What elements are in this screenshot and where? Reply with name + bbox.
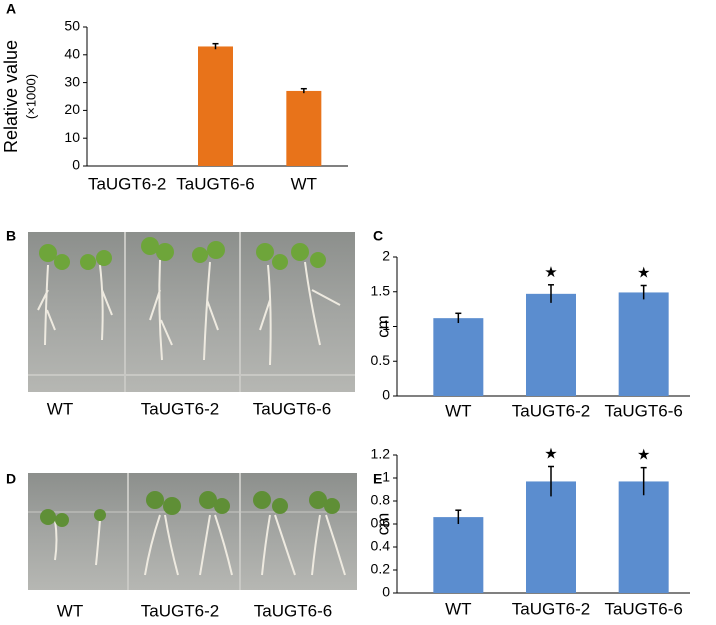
y-axis-label: cm [373, 513, 392, 536]
y-tick-label: 0.2 [371, 561, 391, 577]
y-tick-label: 1 [382, 469, 390, 485]
x-tick-label: WT [445, 599, 471, 618]
significance-marker: ★ [544, 445, 557, 462]
x-tick-label: TaUGT6-2 [512, 599, 590, 618]
x-tick-label: WT [291, 174, 317, 193]
y-tick-label: 50 [64, 18, 80, 34]
photo-caption: TaUGT6-6 [254, 601, 332, 620]
bar [198, 46, 233, 166]
y-tick-label: 0 [382, 584, 390, 600]
y-tick-label: 1.5 [371, 282, 391, 298]
photo-caption: WT [47, 399, 73, 418]
y-axis-sublabel: (×1000) [23, 74, 38, 119]
panel-label: E [373, 471, 382, 487]
photo-caption: TaUGT6-2 [141, 399, 219, 418]
photo [28, 473, 357, 590]
x-tick-label: TaUGT6-6 [604, 599, 682, 618]
y-tick-label: 40 [64, 46, 80, 62]
y-tick-label: 30 [64, 73, 80, 89]
bar [286, 90, 322, 166]
significance-marker: ★ [637, 264, 650, 281]
panel-label: A [6, 1, 16, 17]
bar [433, 517, 484, 593]
photo [28, 232, 355, 392]
y-tick-label: 1.2 [371, 446, 391, 462]
y-tick-label: 0.5 [371, 352, 391, 368]
panel-label: C [373, 228, 383, 244]
bar [526, 293, 576, 396]
bar [526, 481, 576, 593]
x-tick-label: WT [445, 401, 471, 420]
y-tick-label: 20 [64, 101, 80, 117]
y-tick-label: 0.4 [371, 538, 391, 554]
y-tick-label: 0.8 [371, 492, 391, 508]
y-axis-label: cm [373, 315, 392, 338]
significance-marker: ★ [544, 264, 557, 281]
panel-label: D [6, 471, 16, 487]
x-tick-label: TaUGT6-2 [512, 401, 590, 420]
y-tick-label: 10 [64, 129, 80, 145]
x-tick-label: TaUGT6-6 [176, 174, 254, 193]
bar [618, 481, 669, 593]
y-tick-label: 2 [382, 248, 390, 264]
bar [618, 292, 669, 396]
panel-label: B [6, 228, 16, 244]
bar [433, 318, 484, 396]
y-tick-label: 0 [382, 387, 390, 403]
x-tick-label: TaUGT6-2 [88, 174, 166, 193]
x-tick-label: TaUGT6-6 [604, 401, 682, 420]
significance-marker: ★ [637, 447, 650, 464]
y-tick-label: 0.6 [371, 515, 391, 531]
photo-caption: TaUGT6-2 [141, 601, 219, 620]
photo-caption: TaUGT6-6 [253, 399, 331, 418]
photo-caption: WT [57, 601, 83, 620]
y-tick-label: 0 [72, 157, 80, 173]
y-axis-label: Relative value [1, 40, 21, 153]
y-tick-label: 1 [382, 317, 390, 333]
